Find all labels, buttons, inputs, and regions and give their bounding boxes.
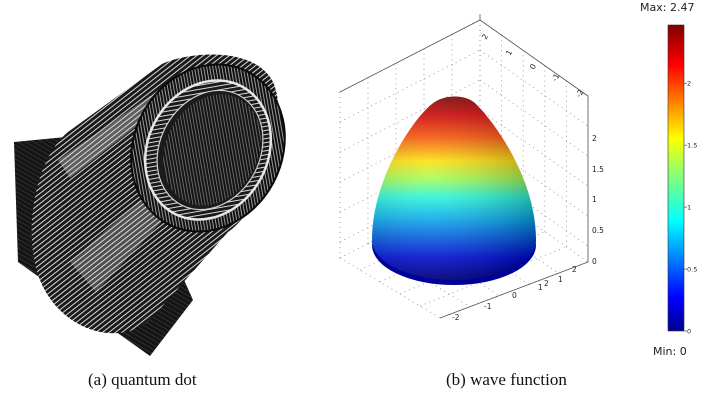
grid-line bbox=[479, 185, 589, 263]
bump-shading bbox=[372, 96, 536, 280]
x-axis-ticks: -2 -1 0 bbox=[452, 291, 517, 322]
colorbar-min-label: Min: 0 bbox=[653, 345, 687, 358]
grid-line bbox=[479, 49, 589, 127]
caption-wave-function: (b) wave function bbox=[446, 370, 567, 389]
inner-ring-detail bbox=[163, 94, 261, 206]
y-tick: 2 bbox=[572, 265, 577, 274]
colorbar-tick-label: 0.5 bbox=[687, 266, 697, 274]
grid-line bbox=[479, 169, 589, 247]
z-tick: 1 bbox=[592, 195, 597, 204]
x-tick: 0 bbox=[512, 291, 517, 300]
top-tick: -2 bbox=[574, 88, 586, 99]
x-tick: -2 bbox=[452, 313, 460, 322]
colorbar-tick-label: 2 bbox=[687, 80, 691, 88]
grid-line bbox=[479, 139, 589, 217]
z-tick: 1.5 bbox=[592, 165, 604, 174]
wave-function-plot: 0 0.5 1 1.5 2 -2 -1 0 2 1 1 2 2 1 0 -1 -… bbox=[339, 14, 604, 322]
colorbar-ticks: 0 0.5 1 1.5 2 bbox=[684, 80, 697, 336]
axes-box bbox=[339, 14, 589, 319]
colorbar-tick-label: 0 bbox=[687, 328, 691, 336]
colorbar-tick-label: 1 bbox=[687, 204, 691, 212]
z-tick: 0.5 bbox=[592, 226, 604, 235]
y-tick: 1 bbox=[538, 283, 543, 292]
y-axis-ticks: 2 1 1 2 bbox=[538, 265, 577, 292]
top-tick: 0 bbox=[528, 62, 538, 71]
top-tick: 2 bbox=[480, 32, 490, 41]
caption-quantum-dot: (a) quantum dot bbox=[88, 370, 197, 389]
grid-line bbox=[479, 79, 589, 157]
z-tick: 0 bbox=[592, 257, 597, 266]
y-tick: 2 bbox=[544, 279, 549, 288]
y-tick: 1 bbox=[558, 275, 563, 284]
x-tick: -1 bbox=[484, 302, 492, 311]
top-tick: 1 bbox=[504, 48, 514, 57]
z-axis-ticks: 0 0.5 1 1.5 2 bbox=[592, 134, 604, 266]
colorbar-gradient bbox=[667, 24, 685, 332]
colorbar-max-label: Max: 2.47 bbox=[640, 1, 695, 14]
top-tick: -1 bbox=[550, 72, 562, 83]
cylinder-highlight bbox=[58, 95, 163, 178]
top-axis-ticks: 2 1 0 -1 -2 bbox=[480, 32, 586, 99]
colorbar-tick-label: 1.5 bbox=[687, 142, 697, 150]
quantum-dot-mesh bbox=[14, 54, 286, 356]
colorbar: 0 0.5 1 1.5 2 bbox=[667, 24, 697, 336]
grid-line bbox=[479, 109, 589, 187]
z-tick: 2 bbox=[592, 134, 597, 143]
